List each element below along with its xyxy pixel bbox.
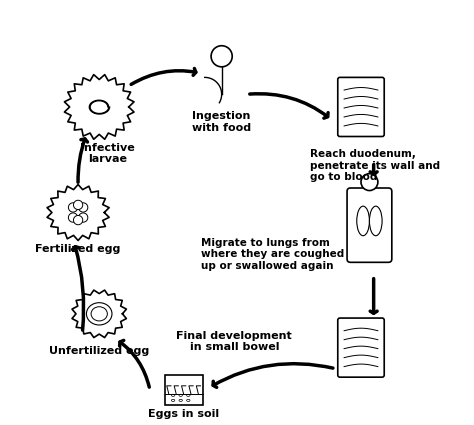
Circle shape bbox=[79, 203, 88, 212]
Ellipse shape bbox=[172, 394, 175, 397]
Text: Fertilized egg: Fertilized egg bbox=[36, 244, 121, 254]
Ellipse shape bbox=[357, 206, 369, 236]
Circle shape bbox=[73, 215, 83, 225]
FancyBboxPatch shape bbox=[347, 188, 392, 262]
Polygon shape bbox=[64, 75, 134, 139]
FancyBboxPatch shape bbox=[338, 318, 384, 377]
Ellipse shape bbox=[179, 400, 182, 402]
Text: Infective
larvae: Infective larvae bbox=[80, 143, 135, 164]
Polygon shape bbox=[72, 290, 127, 337]
Text: Reach duodenum,
penetrate its wall and
go to blood: Reach duodenum, penetrate its wall and g… bbox=[310, 149, 440, 182]
Text: Ingestion
with food: Ingestion with food bbox=[192, 111, 251, 133]
Ellipse shape bbox=[91, 307, 107, 321]
FancyBboxPatch shape bbox=[164, 375, 203, 405]
Text: Unfertilized egg: Unfertilized egg bbox=[49, 346, 149, 355]
Circle shape bbox=[79, 213, 88, 222]
Polygon shape bbox=[47, 184, 109, 241]
Ellipse shape bbox=[187, 400, 190, 402]
FancyBboxPatch shape bbox=[338, 77, 384, 136]
Text: Final development
in small bowel: Final development in small bowel bbox=[176, 331, 292, 352]
Ellipse shape bbox=[179, 394, 182, 397]
Circle shape bbox=[68, 213, 78, 222]
Circle shape bbox=[68, 203, 78, 212]
Circle shape bbox=[211, 46, 232, 67]
Circle shape bbox=[361, 174, 378, 190]
Ellipse shape bbox=[369, 206, 382, 236]
Circle shape bbox=[73, 200, 83, 210]
Ellipse shape bbox=[86, 303, 112, 325]
Ellipse shape bbox=[187, 394, 190, 397]
Ellipse shape bbox=[172, 400, 175, 402]
Text: Migrate to lungs from
where they are coughed
up or swallowed again: Migrate to lungs from where they are cou… bbox=[201, 238, 344, 271]
Text: Eggs in soil: Eggs in soil bbox=[148, 409, 219, 419]
